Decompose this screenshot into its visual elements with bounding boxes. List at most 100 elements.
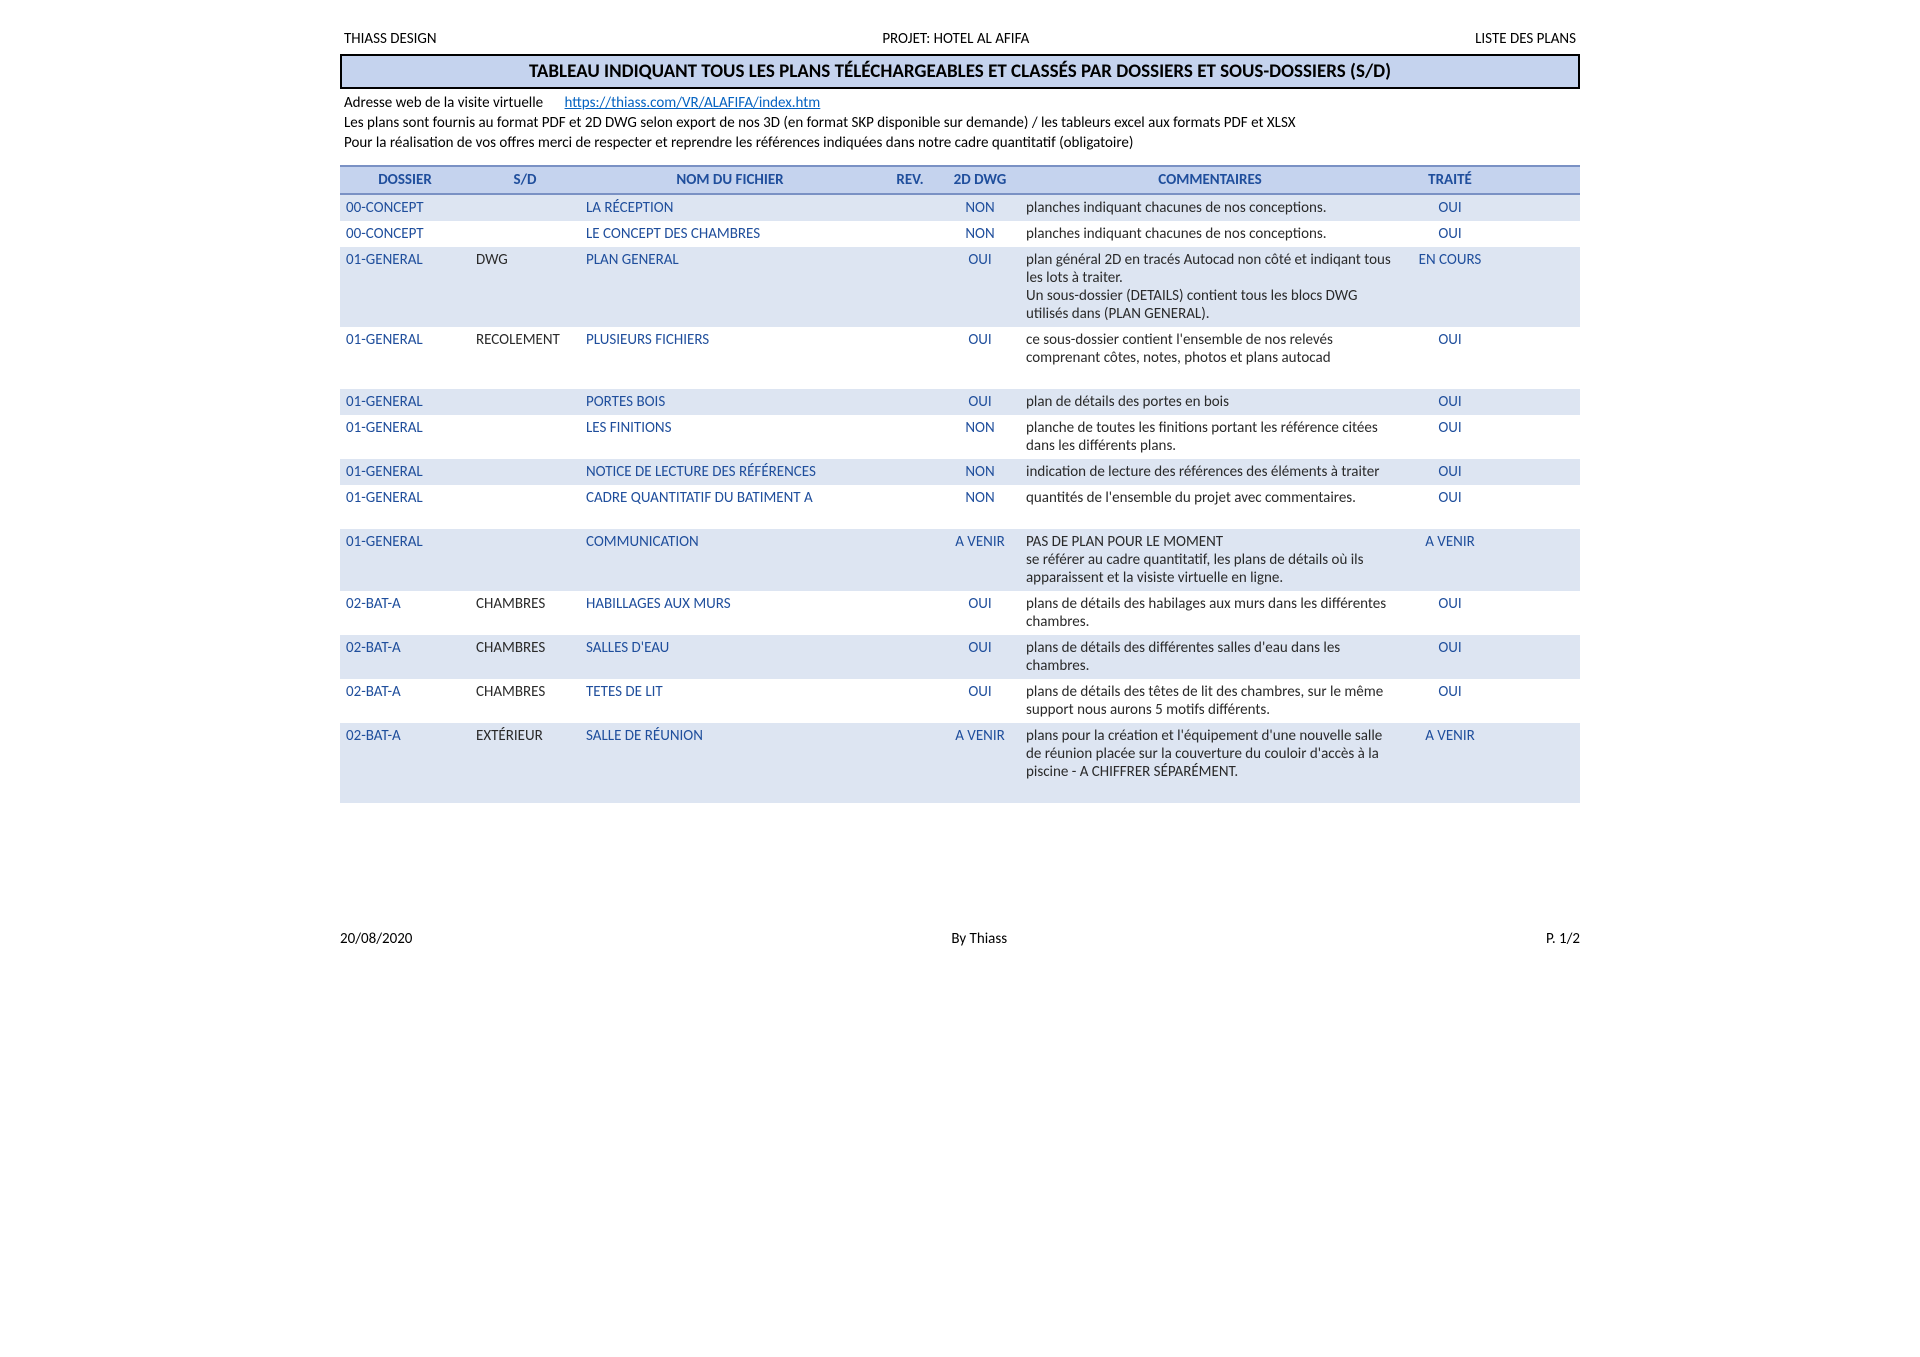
cell-traite: OUI [1400, 389, 1500, 415]
table-row: 01-GENERAL COMMUNICATION A VENIRPAS DE PLA… [340, 529, 1580, 591]
cell-dossier: 02-BAT-A [340, 723, 470, 749]
cell-dwg: OUI [940, 327, 1020, 353]
cell-com: indication de lecture des références des… [1020, 459, 1400, 485]
cell-com: PAS DE PLAN POUR LE MOMENTse référer au … [1020, 529, 1400, 591]
cell-rev [880, 221, 940, 229]
cell-nom: SALLE DE RÉUNION [580, 723, 880, 749]
cell-dwg: A VENIR [940, 529, 1020, 555]
cell-traite: OUI [1400, 195, 1500, 221]
footer-author: By Thiass [951, 930, 1007, 948]
col-header-com: COMMENTAIRES [1020, 167, 1400, 193]
cell-dwg: OUI [940, 247, 1020, 273]
page-footer: 20/08/2020 By Thiass P. 1/2 [340, 930, 1580, 948]
col-header-dwg: 2D DWG [940, 167, 1020, 193]
cell-rev [880, 723, 940, 731]
cell-sd [470, 485, 580, 493]
cell-rev [880, 529, 940, 537]
cell-sd: EXTÉRIEUR [470, 723, 580, 749]
footer-date: 20/08/2020 [340, 930, 412, 948]
cell-dossier: 02-BAT-A [340, 635, 470, 661]
cell-rev [880, 195, 940, 203]
table-header-row: DOSSIER S/D NOM DU FICHIER REV. 2D DWG C… [340, 165, 1580, 195]
table-row: 01-GENERALDWGPLAN GENERALOUIplan général… [340, 247, 1580, 327]
cell-traite: OUI [1400, 635, 1500, 661]
cell-traite: OUI [1400, 485, 1500, 511]
cell-sd: CHAMBRES [470, 591, 580, 617]
table-row: 01-GENERALRECOLEMENTPLUSIEURS FICHIERS OU… [340, 327, 1580, 389]
cell-dossier: 01-GENERAL [340, 459, 470, 485]
table-row: 01-GENERAL CADRE QUANTITATIF DU BATIMENT … [340, 485, 1580, 529]
cell-sd: DWG [470, 247, 580, 273]
cell-rev [880, 679, 940, 687]
cell-nom: CADRE QUANTITATIF DU BATIMENT A [580, 485, 880, 511]
cell-sd [470, 529, 580, 537]
cell-sd [470, 389, 580, 397]
cell-dossier: 01-GENERAL [340, 529, 470, 555]
header-left: THIASS DESIGN [344, 30, 437, 48]
cell-dossier: 00-CONCEPT [340, 195, 470, 221]
cell-dossier: 02-BAT-A [340, 679, 470, 705]
cell-rev [880, 327, 940, 335]
header-center: PROJET: HOTEL AL AFIFA [882, 30, 1029, 48]
cell-sd [470, 459, 580, 467]
table-row: 00-CONCEPT LE CONCEPT DES CHAMBRES NONplan… [340, 221, 1580, 247]
table-row: 01-GENERALLES FINITIONSNONplanche de tou… [340, 415, 1580, 459]
cell-sd [470, 415, 580, 423]
cell-dwg: NON [940, 415, 1020, 441]
header-right: LISTE DES PLANS [1475, 30, 1576, 48]
cell-com: plan de détails des portes en bois [1020, 389, 1400, 415]
cell-com: plans de détails des habilages aux murs … [1020, 591, 1400, 635]
cell-dossier: 01-GENERAL [340, 247, 470, 273]
virtual-visit-link[interactable]: https://thiass.com/VR/ALAFIFA/index.htm [565, 94, 821, 112]
table-row: 01-GENERAL NOTICE DE LECTURE DES RÉFÉRENC… [340, 459, 1580, 485]
col-header-sd: S/D [470, 167, 580, 193]
document-page: THIASS DESIGN PROJET: HOTEL AL AFIFA LIS… [300, 0, 1620, 960]
cell-rev [880, 591, 940, 599]
cell-traite: A VENIR [1400, 529, 1500, 555]
cell-dwg: OUI [940, 389, 1020, 415]
intro-link-line: Adresse web de la visite virtuelle https… [340, 93, 1580, 113]
cell-traite: OUI [1400, 679, 1500, 705]
col-header-rev: REV. [880, 167, 940, 193]
table-row: 01-GENERALPORTES BOISOUIplan de détails … [340, 389, 1580, 415]
cell-traite: A VENIR [1400, 723, 1500, 749]
cell-nom: COMMUNICATION [580, 529, 880, 555]
cell-traite: EN COURS [1400, 247, 1500, 273]
cell-dossier: 00-CONCEPT [340, 221, 470, 247]
cell-rev [880, 635, 940, 643]
cell-sd: RECOLEMENT [470, 327, 580, 353]
footer-page: P. 1/2 [1546, 930, 1580, 948]
cell-com: planche de toutes les finitions portant … [1020, 415, 1400, 459]
cell-sd [470, 195, 580, 203]
cell-sd: CHAMBRES [470, 679, 580, 705]
cell-dwg: NON [940, 459, 1020, 485]
cell-rev [880, 389, 940, 397]
cell-dwg: NON [940, 221, 1020, 247]
cell-dossier: 01-GENERAL [340, 327, 470, 353]
cell-traite: OUI [1400, 591, 1500, 617]
cell-dossier: 01-GENERAL [340, 485, 470, 511]
cell-nom: LA RÉCEPTION [580, 195, 880, 221]
cell-dwg: OUI [940, 591, 1020, 617]
cell-traite: OUI [1400, 415, 1500, 441]
cell-traite: OUI [1400, 327, 1500, 353]
col-header-dossier: DOSSIER [340, 167, 470, 193]
intro-link-label: Adresse web de la visite virtuelle [344, 94, 543, 112]
intro-line-3: Pour la réalisation de vos offres merci … [340, 133, 1580, 153]
cell-com: planches indiquant chacunes de nos conce… [1020, 221, 1400, 247]
cell-nom: PORTES BOIS [580, 389, 880, 415]
cell-rev [880, 485, 940, 493]
cell-nom: SALLES D'EAU [580, 635, 880, 661]
cell-nom: HABILLAGES AUX MURS [580, 591, 880, 617]
cell-rev [880, 415, 940, 423]
table-row: 02-BAT-AEXTÉRIEURSALLE DE RÉUNION A VENIR… [340, 723, 1580, 803]
cell-nom: NOTICE DE LECTURE DES RÉFÉRENCES [580, 459, 880, 485]
cell-com: quantités de l'ensemble du projet avec c… [1020, 485, 1400, 511]
cell-rev [880, 247, 940, 255]
cell-nom: LE CONCEPT DES CHAMBRES [580, 221, 880, 247]
cell-nom: PLUSIEURS FICHIERS [580, 327, 880, 353]
cell-com: planches indiquant chacunes de nos conce… [1020, 195, 1400, 221]
cell-nom: LES FINITIONS [580, 415, 880, 441]
table-row: 00-CONCEPTLA RÉCEPTIONNONplanches indiqu… [340, 195, 1580, 221]
cell-nom: TETES DE LIT [580, 679, 880, 705]
